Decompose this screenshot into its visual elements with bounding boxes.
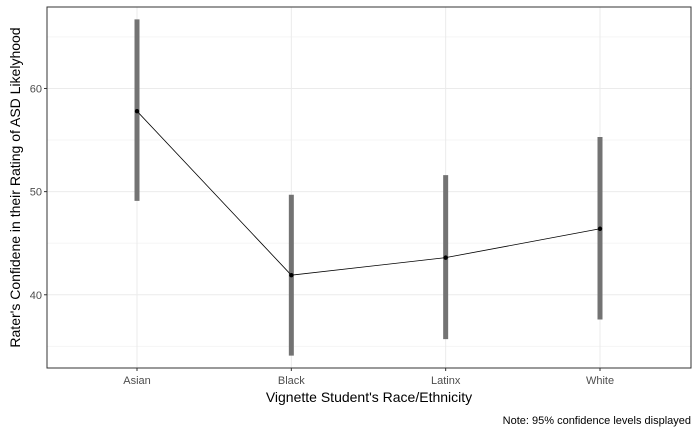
y-axis-ticks: 40 50 60 <box>30 83 47 302</box>
series-line <box>136 110 601 276</box>
y-tick-label: 50 <box>30 187 42 199</box>
x-axis-title: Vignette Student's Race/Ethnicity <box>266 389 472 405</box>
minor-gridlines <box>47 36 691 347</box>
data-point-asian <box>134 108 140 114</box>
chart-caption: Note: 95% confidence levels displayed <box>503 415 691 427</box>
data-point-black <box>289 272 294 278</box>
x-axis-ticks: Asian Black Latinx White <box>123 368 614 387</box>
major-gridlines <box>47 7 691 368</box>
y-axis-title: Rater's Confidene in their Rating of ASD… <box>7 27 23 347</box>
y-tick-label: 60 <box>30 83 42 95</box>
data-point-white <box>597 226 603 231</box>
x-tick-label: Black <box>278 375 305 387</box>
panel-border <box>46 6 692 369</box>
data-point-latinx <box>443 255 448 260</box>
x-tick-label: White <box>586 375 614 387</box>
x-tick-label: Latinx <box>431 375 461 387</box>
y-tick-label: 40 <box>30 290 42 302</box>
series-line-path <box>136 110 601 276</box>
data-points <box>134 108 603 278</box>
x-tick-label: Asian <box>123 375 151 387</box>
error-bars <box>134 19 603 356</box>
